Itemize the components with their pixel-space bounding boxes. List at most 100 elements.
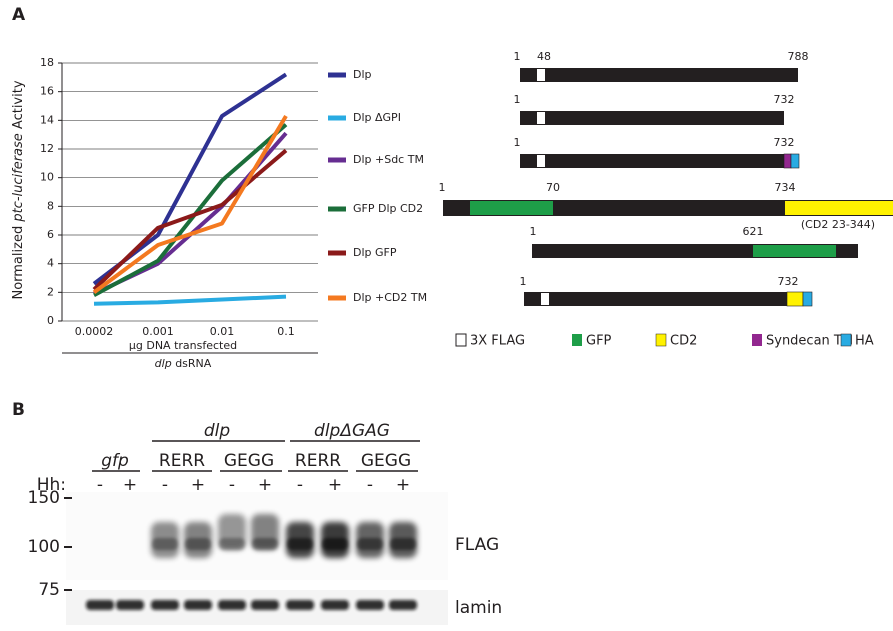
page: A B Normalized ptc-luciferase Activity µ… [0,0,893,631]
panel-label: B [12,400,25,420]
lamin-band [184,600,212,610]
y-tick-label: 10 [40,171,54,184]
y-tick-label: 16 [40,85,54,98]
residue-label: 732 [774,136,795,149]
flag-box [537,69,545,81]
flag-box [537,155,545,167]
y-label-part: Activity [11,80,26,133]
legend-box [841,334,851,346]
residue-label: 70 [546,181,560,194]
residue-label: 1 [439,181,446,194]
x-axis-label: µg DNA transfected [129,339,237,352]
residue-label: 1 [530,225,537,238]
flag-box [541,293,549,305]
gfp-box [753,245,836,257]
cd2-box [785,201,893,215]
series-line [94,297,286,304]
legend-label: Dlp +CD2 TM [353,291,427,304]
western-blot: gfp dlp dlpΔGAG RERR GEGG RERR GEGG Hh: … [28,421,503,625]
series-line [94,116,286,292]
residue-label: 734 [775,181,796,194]
gfp-box [470,201,553,215]
flag-band [219,538,245,550]
y-label-part: ptc-luciferase [11,133,26,222]
construct-note: (CD2 23-344) [801,218,875,231]
construct-bar [520,154,784,168]
marker-label: 75 [38,580,60,600]
flag-band [287,538,313,550]
legend-box [656,334,666,346]
legend-label: GFP [586,334,612,349]
legend-label: GFP Dlp CD2 [353,202,423,215]
figure: A B Normalized ptc-luciferase Activity µ… [0,0,893,627]
blot-label: lamin [455,598,502,618]
flag-band [252,538,278,550]
residue-label: 732 [774,93,795,106]
legend-label: Dlp ΔGPI [353,111,401,124]
flag-band [322,538,348,550]
group-label: dlp [204,421,231,441]
residue-label: 788 [788,50,809,63]
legend-label: CD2 [670,334,697,349]
construct-bar [520,111,784,125]
y-label-part: Normalized [11,222,26,300]
construct-label: GEGG [224,451,274,471]
x-tick-label: 0.001 [142,325,174,338]
y-tick-label: 0 [47,314,54,327]
construct-bar [524,292,787,306]
y-tick-label: 14 [40,113,54,126]
constructs: 1 48 788 1 732 1 732 1 70 734 (CD2 23-34… [439,50,893,349]
construct-label: RERR [295,451,341,471]
y-tick-label: 4 [47,257,54,270]
ha-box [791,154,799,168]
lamin-band [86,600,114,610]
group-label: gfp [101,451,129,471]
y-tick-label: 12 [40,142,54,155]
legend-label: Dlp [353,68,372,81]
group-label-part: dsRNA [172,357,212,370]
lamin-band [356,600,384,610]
y-tick-label: 18 [40,56,54,69]
y-tick-label: 2 [47,285,54,298]
flag-band [390,538,416,550]
lamin-band [251,600,279,610]
legend-label: Syndecan TM [766,334,853,349]
construct-label: GEGG [361,451,411,471]
residue-label: 1 [514,136,521,149]
residue-label: 1 [514,93,521,106]
x-tick-label: 0.1 [277,325,295,338]
x-tick-label: 0.01 [210,325,235,338]
blot-label: FLAG [455,535,499,555]
residue-label: 48 [537,50,551,63]
lamin-band [151,600,179,610]
cd2-box [787,292,803,306]
y-tick-label: 8 [47,199,54,212]
lamin-band [389,600,417,610]
series-line [94,74,286,283]
legend-label: Dlp GFP [353,246,397,259]
residue-label: 1 [514,50,521,63]
legend-label: 3X FLAG [470,334,525,349]
x-tick-label: 0.0002 [75,325,114,338]
group-label: dlpΔGAG [314,421,390,441]
residue-label: 621 [743,225,764,238]
legend-label: Dlp +Sdc TM [353,153,424,166]
legend-box [456,334,466,346]
construct-label: RERR [159,451,205,471]
flag-band [357,538,383,550]
lamin-band [116,600,144,610]
legend-label: HA [855,334,874,349]
ha-box [803,292,812,306]
residue-label: 1 [520,275,527,288]
construct-bar [520,68,798,82]
lamin-band [218,600,246,610]
residue-label: 732 [778,275,799,288]
flag-box [537,112,545,124]
lamin-band [321,600,349,610]
y-axis-label: Normalized ptc-luciferase Activity [11,80,26,299]
marker-label: 150 [28,488,60,508]
syndecan-box [784,154,791,168]
group-label: dlp dsRNA [155,357,212,370]
flag-band [152,538,178,550]
flag-band [185,538,211,550]
